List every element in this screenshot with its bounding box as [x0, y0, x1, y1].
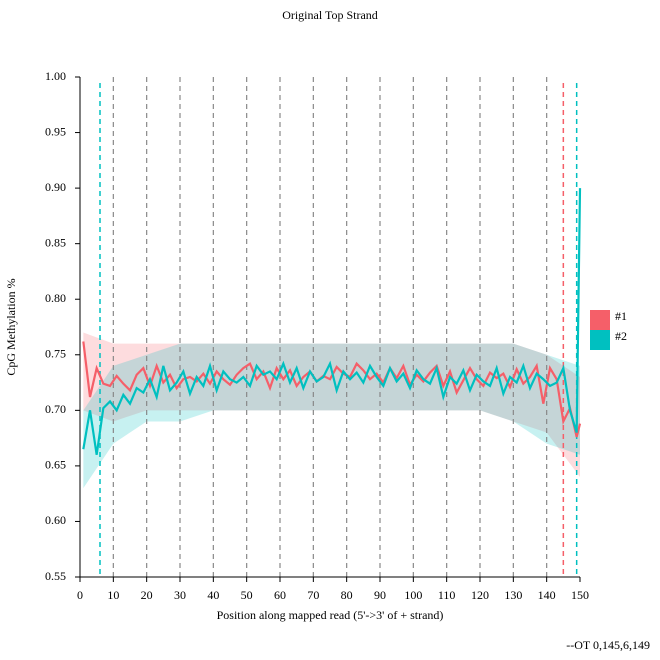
y-tick-label: 0.70	[45, 402, 66, 416]
x-tick-label: 130	[504, 588, 522, 602]
confidence-band	[83, 343, 580, 489]
y-tick-label: 0.75	[45, 347, 66, 361]
x-tick-label: 90	[374, 588, 386, 602]
series-line	[82, 188, 582, 455]
y-axis-label: CpG Methylation %	[4, 278, 18, 375]
x-tick-label: 20	[141, 588, 153, 602]
x-tick-label: 120	[471, 588, 489, 602]
x-tick-label: 70	[307, 588, 319, 602]
x-tick-label: 140	[538, 588, 556, 602]
footnote: --OT 0,145,6,149	[566, 638, 650, 652]
legend-label: #2	[615, 329, 627, 343]
x-tick-label: 40	[207, 588, 219, 602]
y-tick-label: 1.00	[45, 69, 66, 83]
x-tick-label: 10	[107, 588, 119, 602]
y-tick-label: 0.85	[45, 235, 66, 249]
x-tick-label: 100	[404, 588, 422, 602]
x-tick-label: 150	[571, 588, 589, 602]
x-tick-label: 0	[77, 588, 83, 602]
x-tick-label: 80	[341, 588, 353, 602]
x-axis-label: Position along mapped read (5'->3' of + …	[217, 608, 444, 622]
confidence-band	[83, 332, 580, 477]
chart-title: Original Top Strand	[282, 8, 378, 22]
legend-label: #1	[615, 309, 627, 323]
y-tick-label: 0.65	[45, 458, 66, 472]
x-tick-label: 50	[241, 588, 253, 602]
y-tick-label: 0.55	[45, 569, 66, 583]
legend-swatch	[590, 310, 610, 330]
legend-swatch	[590, 330, 610, 350]
y-tick-label: 0.80	[45, 291, 66, 305]
y-tick-label: 0.90	[45, 180, 66, 194]
x-tick-label: 110	[438, 588, 456, 602]
x-tick-label: 30	[174, 588, 186, 602]
y-tick-label: 0.95	[45, 124, 66, 138]
y-tick-label: 0.60	[45, 513, 66, 527]
x-tick-label: 60	[274, 588, 286, 602]
